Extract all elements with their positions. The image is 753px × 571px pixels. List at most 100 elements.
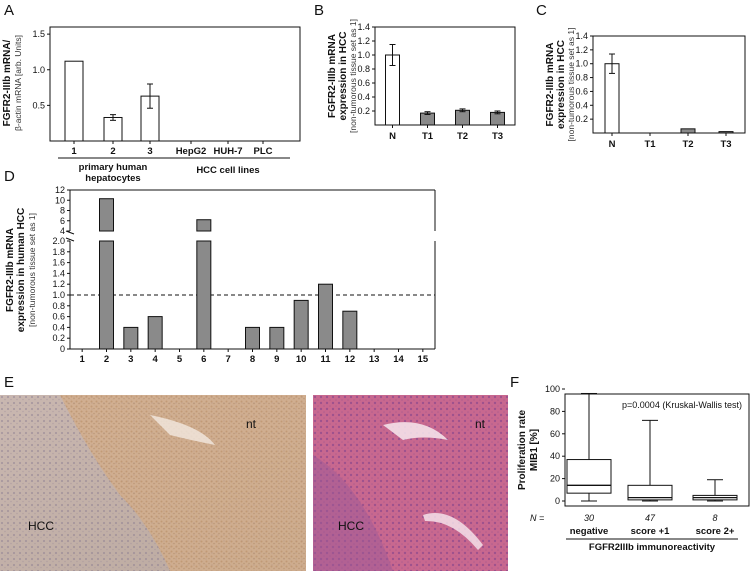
chart-c-category: T2 (682, 139, 693, 150)
chart-d-bar (245, 326, 260, 350)
chart-f-category: score +1 (631, 526, 671, 537)
chart-d-ytick-label: 1.8 (52, 247, 65, 257)
chart-a-ytick-label: 1.5 (32, 29, 45, 39)
chart-b-ytick-label: 1.0 (357, 50, 370, 60)
chart-d-bar (147, 316, 163, 350)
chart-f-n-value: 8 (712, 513, 717, 523)
chart-b-category: N (389, 131, 396, 142)
chart-d-category: 15 (418, 354, 429, 365)
chart-a-bar (103, 116, 123, 142)
chart-f-annotation: p=0.0004 (Kruskal-Wallis test) (622, 400, 742, 410)
chart-c-ylabel: FGFR2-IIIb mRNA (545, 43, 556, 127)
chart-d-category: 8 (250, 354, 255, 365)
chart-d-category: 7 (226, 354, 231, 365)
chart-d-category: 4 (153, 354, 159, 365)
chart-d-ytick-label: 0.2 (52, 333, 65, 343)
chart-b-category: T3 (492, 131, 503, 142)
chart-a-frame (49, 26, 301, 142)
chart-a-group-label: HCC cell lines (196, 165, 259, 176)
chart-c-bar (604, 63, 620, 134)
chart-c-frame (592, 35, 746, 134)
chart-a-group-label: primary human (79, 162, 148, 173)
chart-d-ytick-label: 0.4 (52, 322, 65, 332)
chart-d-bar (99, 240, 114, 350)
chart-b-ytick-label: 0.8 (357, 64, 370, 74)
chart-f-ytick-label: 100 (545, 384, 560, 394)
chart-d-category: 1 (80, 354, 86, 365)
chart-d-ytick-label: 0 (60, 344, 65, 354)
chart-b-ytick-label: 0.6 (357, 78, 370, 88)
chart-b-category: T1 (422, 131, 434, 142)
chart-d-axis-break-mark (65, 237, 75, 242)
chart-d-ytick-label: 6 (60, 216, 65, 226)
he-micrograph: nt HCC (313, 395, 508, 571)
chart-d-ytick-label: 0.8 (52, 301, 65, 311)
chart-d-category: 9 (274, 354, 279, 365)
chart-d-ytick-label: 1.0 (52, 290, 65, 300)
chart-d-bar (269, 326, 285, 350)
chart-b-ylabel-sub: [non-tumorous tissue set as 1] (348, 19, 358, 133)
chart-b-frame (374, 26, 516, 126)
chart-f-ytick-label: 40 (550, 451, 560, 461)
panel-label-b: B (314, 2, 325, 19)
chart-d-category: 3 (128, 354, 133, 365)
chart-d-ylabel: FGFR2-IIIb mRNA (5, 228, 16, 312)
chart-f-ylabel: Proliferation rate (517, 410, 528, 490)
chart-f-category: negative (570, 526, 609, 537)
chart-c-ytick-label: 0.8 (575, 73, 588, 83)
chart-d-category: 12 (345, 354, 356, 365)
chart-d-ylabel-2: expression in human HCC (16, 208, 27, 332)
chart-f-ytick-label: 0 (555, 496, 560, 506)
chart-d-ytick-label: 1.6 (52, 258, 65, 268)
chart-d-bar (318, 283, 333, 350)
chart-d-category: 5 (177, 354, 183, 365)
he-label-hcc: HCC (338, 519, 364, 533)
chart-d-category: 6 (201, 354, 206, 365)
chart-f-n-value: 30 (584, 513, 594, 523)
chart-d-bar (196, 240, 212, 350)
chart-c-ytick-label: 0.2 (575, 114, 588, 124)
panel-label-a: A (4, 2, 15, 19)
chart-b-ytick-label: 0.4 (357, 92, 370, 102)
chart-f-ytick-label: 80 (550, 406, 560, 416)
chart-a-ylabel-sub: β-actin mRNA [arb. Units] (13, 35, 23, 131)
chart-a-ytick-label: 1.0 (32, 65, 45, 75)
chart-d-bar (293, 299, 309, 350)
chart-c-ytick-label: 0.4 (575, 100, 588, 110)
chart-a-group-label: hepatocytes (85, 173, 140, 184)
panel-label-d: D (4, 168, 15, 185)
panel-label-c: C (536, 2, 547, 19)
chart-d-ytick-label: 4 (60, 226, 65, 236)
chart-d-category: 13 (369, 354, 380, 365)
chart-f-ytick-label: 20 (550, 474, 560, 484)
chart-d-bar-upper (99, 198, 114, 232)
chart-b-ylabel: FGFR2-IIIb mRNA (327, 34, 338, 118)
chart-f-n-label: N = (530, 513, 544, 523)
chart-d-ytick-label: 8 (60, 206, 65, 216)
chart-a-category: PLC (254, 146, 273, 157)
ihc-micrograph: nt HCC (0, 395, 306, 571)
chart-b-ytick-label: 1.4 (357, 22, 370, 32)
chart-c-category: N (609, 139, 616, 150)
chart-d-category: 2 (104, 354, 109, 365)
chart-f-n-value: 47 (645, 513, 656, 523)
chart-a-bar (64, 60, 84, 142)
chart-f-box (566, 459, 612, 494)
chart-d-ytick-label: 1.2 (52, 279, 65, 289)
chart-c-ytick-label: 1.2 (575, 45, 588, 55)
chart-d-bar-upper (196, 219, 212, 232)
chart-a-ylabel: FGFR2-IIIb mRNA/ (2, 39, 13, 126)
chart-a-category: 1 (71, 146, 77, 157)
chart-a-category: 2 (110, 146, 115, 157)
chart-c-ytick-label: 1.4 (575, 31, 588, 41)
chart-c-ytick-label: 1.0 (575, 59, 588, 69)
chart-d-bar (342, 310, 358, 350)
chart-a-category: HUH-7 (213, 146, 242, 157)
he-label-nt: nt (475, 417, 486, 431)
ihc-label-hcc: HCC (28, 519, 54, 533)
chart-c-ytick-label: 0.6 (575, 86, 588, 96)
chart-b-ytick-label: 0.2 (357, 106, 370, 116)
he-micrograph-drawing (313, 395, 508, 571)
panel-label-e: E (4, 374, 15, 391)
